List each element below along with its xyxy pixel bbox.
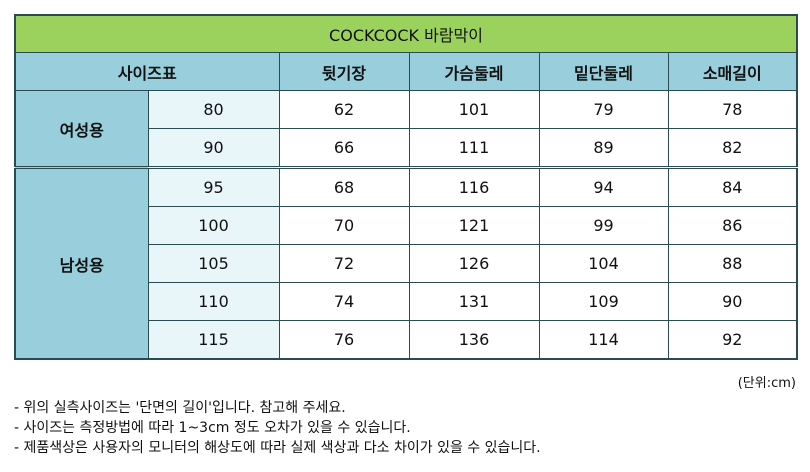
note-line: - 위의 실측사이즈는 '단면의 길이'입니다. 참고해 주세요. — [14, 400, 346, 416]
measure-cell: 104 — [538, 244, 669, 283]
measure-cell: 116 — [408, 166, 540, 207]
table-row: 90 66 111 89 82 — [15, 128, 798, 168]
header-chest: 가슴둘레 — [408, 52, 540, 91]
title-row: COCKCOCK 바람막이 — [14, 14, 798, 53]
size-cell: 105 — [147, 244, 280, 283]
measure-cell: 88 — [667, 244, 798, 283]
measure-cell: 94 — [538, 166, 669, 207]
measure-cell: 99 — [538, 206, 669, 245]
measure-cell: 121 — [408, 206, 540, 245]
header-hem: 밑단둘레 — [538, 52, 669, 91]
note-line: - 사이즈는 측정방법에 따라 1~3cm 정도 오차가 있을 수 있습니다. — [14, 420, 411, 436]
size-cell: 90 — [147, 128, 280, 168]
measure-cell: 66 — [278, 128, 410, 168]
table-row: 남성용 95 68 116 94 84 — [14, 166, 798, 360]
table-row: 100 70 121 99 86 — [15, 206, 798, 245]
notes: - 위의 실측사이즈는 '단면의 길이'입니다. 참고해 주세요. - 사이즈는… — [14, 398, 796, 458]
measure-cell: 72 — [278, 244, 410, 283]
measure-cell: 62 — [278, 90, 410, 129]
size-table: COCKCOCK 바람막이 사이즈표 뒷기장 가슴둘레 밑단둘레 소매길이 여성… — [14, 14, 799, 360]
measure-cell: 84 — [667, 166, 798, 207]
table-row: 여성용 80 62 101 79 78 — [14, 90, 798, 168]
header-size: 사이즈표 — [14, 52, 280, 91]
header-row: 사이즈표 뒷기장 가슴둘레 밑단둘레 소매길이 — [14, 52, 798, 91]
measure-cell: 78 — [667, 90, 798, 129]
measure-cell: 109 — [538, 282, 669, 321]
measure-cell: 82 — [667, 128, 798, 168]
measure-cell: 126 — [408, 244, 540, 283]
measure-cell: 114 — [538, 320, 669, 360]
measure-cell: 101 — [408, 90, 540, 129]
size-cell: 115 — [147, 320, 280, 360]
measure-cell: 68 — [278, 166, 410, 207]
table-title: COCKCOCK 바람막이 — [14, 14, 798, 53]
measure-cell: 92 — [667, 320, 798, 360]
size-cell: 110 — [147, 282, 280, 321]
header-back-length: 뒷기장 — [278, 52, 410, 91]
measure-cell: 79 — [538, 90, 669, 129]
table-row: 110 74 131 109 90 — [15, 282, 798, 321]
group-label: 여성용 — [14, 90, 149, 168]
size-cell: 100 — [147, 206, 280, 245]
measure-cell: 76 — [278, 320, 410, 360]
note-line: - 제품색상은 사용자의 모니터의 해상도에 따라 실제 색상과 다소 차이가 … — [14, 440, 541, 456]
measure-cell: 131 — [408, 282, 540, 321]
size-chart: COCKCOCK 바람막이 사이즈표 뒷기장 가슴둘레 밑단둘레 소매길이 여성… — [14, 14, 799, 360]
measure-cell: 90 — [667, 282, 798, 321]
measure-cell: 89 — [538, 128, 669, 168]
size-cell: 95 — [147, 166, 280, 207]
header-sleeve: 소매길이 — [667, 52, 798, 91]
measure-cell: 70 — [278, 206, 410, 245]
measure-cell: 111 — [408, 128, 540, 168]
size-cell: 80 — [147, 90, 280, 129]
measure-cell: 86 — [667, 206, 798, 245]
measure-cell: 136 — [408, 320, 540, 360]
unit-label: (단위:cm) — [737, 376, 796, 391]
table-row: 115 76 136 114 92 — [15, 320, 798, 360]
group-label: 남성용 — [14, 166, 149, 360]
table-row: 105 72 126 104 88 — [15, 244, 798, 283]
measure-cell: 74 — [278, 282, 410, 321]
